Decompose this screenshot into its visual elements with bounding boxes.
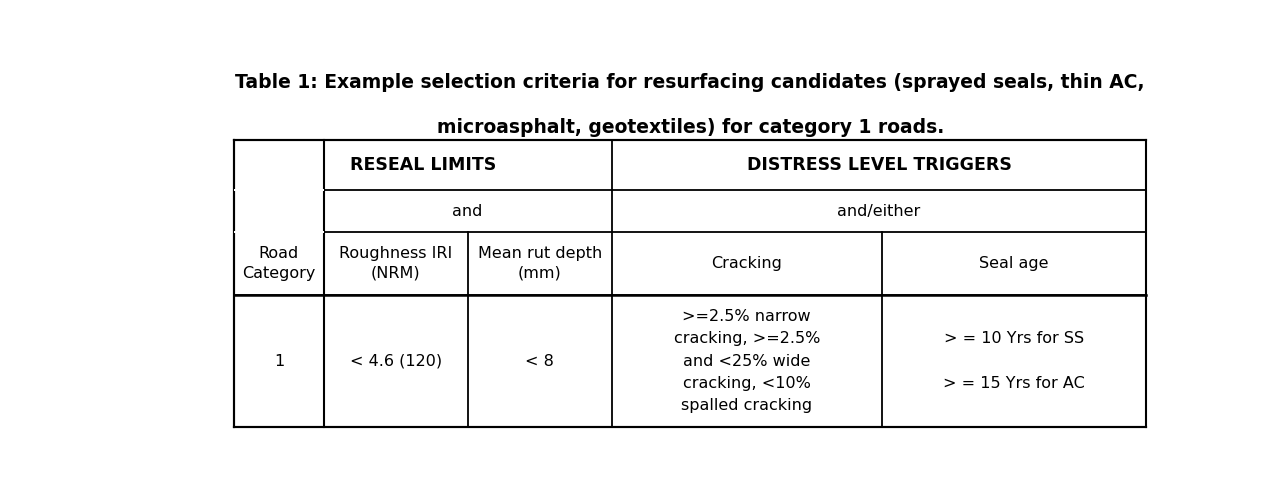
Text: Roughness IRI
(NRM): Roughness IRI (NRM): [339, 246, 453, 281]
Bar: [234, 231, 324, 233]
Text: Seal age: Seal age: [980, 256, 1049, 271]
Text: 1: 1: [274, 353, 284, 368]
Text: < 4.6 (120): < 4.6 (120): [349, 353, 441, 368]
Text: < 8: < 8: [526, 353, 554, 368]
Text: Mean rut depth
(mm): Mean rut depth (mm): [477, 246, 602, 281]
Text: DISTRESS LEVEL TRIGGERS: DISTRESS LEVEL TRIGGERS: [747, 156, 1012, 174]
Text: and/either: and/either: [838, 204, 921, 219]
Text: > = 10 Yrs for SS

> = 15 Yrs for AC: > = 10 Yrs for SS > = 15 Yrs for AC: [943, 332, 1085, 391]
Text: Cracking: Cracking: [711, 256, 783, 271]
Text: microasphalt, geotextiles) for category 1 roads.: microasphalt, geotextiles) for category …: [436, 118, 944, 136]
Text: RESEAL LIMITS: RESEAL LIMITS: [350, 156, 496, 174]
Text: >=2.5% narrow
cracking, >=2.5%
and <25% wide
cracking, <10%
spalled cracking: >=2.5% narrow cracking, >=2.5% and <25% …: [674, 309, 820, 413]
Bar: [234, 189, 324, 191]
Text: and: and: [453, 204, 483, 219]
Text: Road
Category: Road Category: [242, 246, 316, 281]
Text: Table 1: Example selection criteria for resurfacing candidates (sprayed seals, t: Table 1: Example selection criteria for …: [235, 73, 1145, 92]
